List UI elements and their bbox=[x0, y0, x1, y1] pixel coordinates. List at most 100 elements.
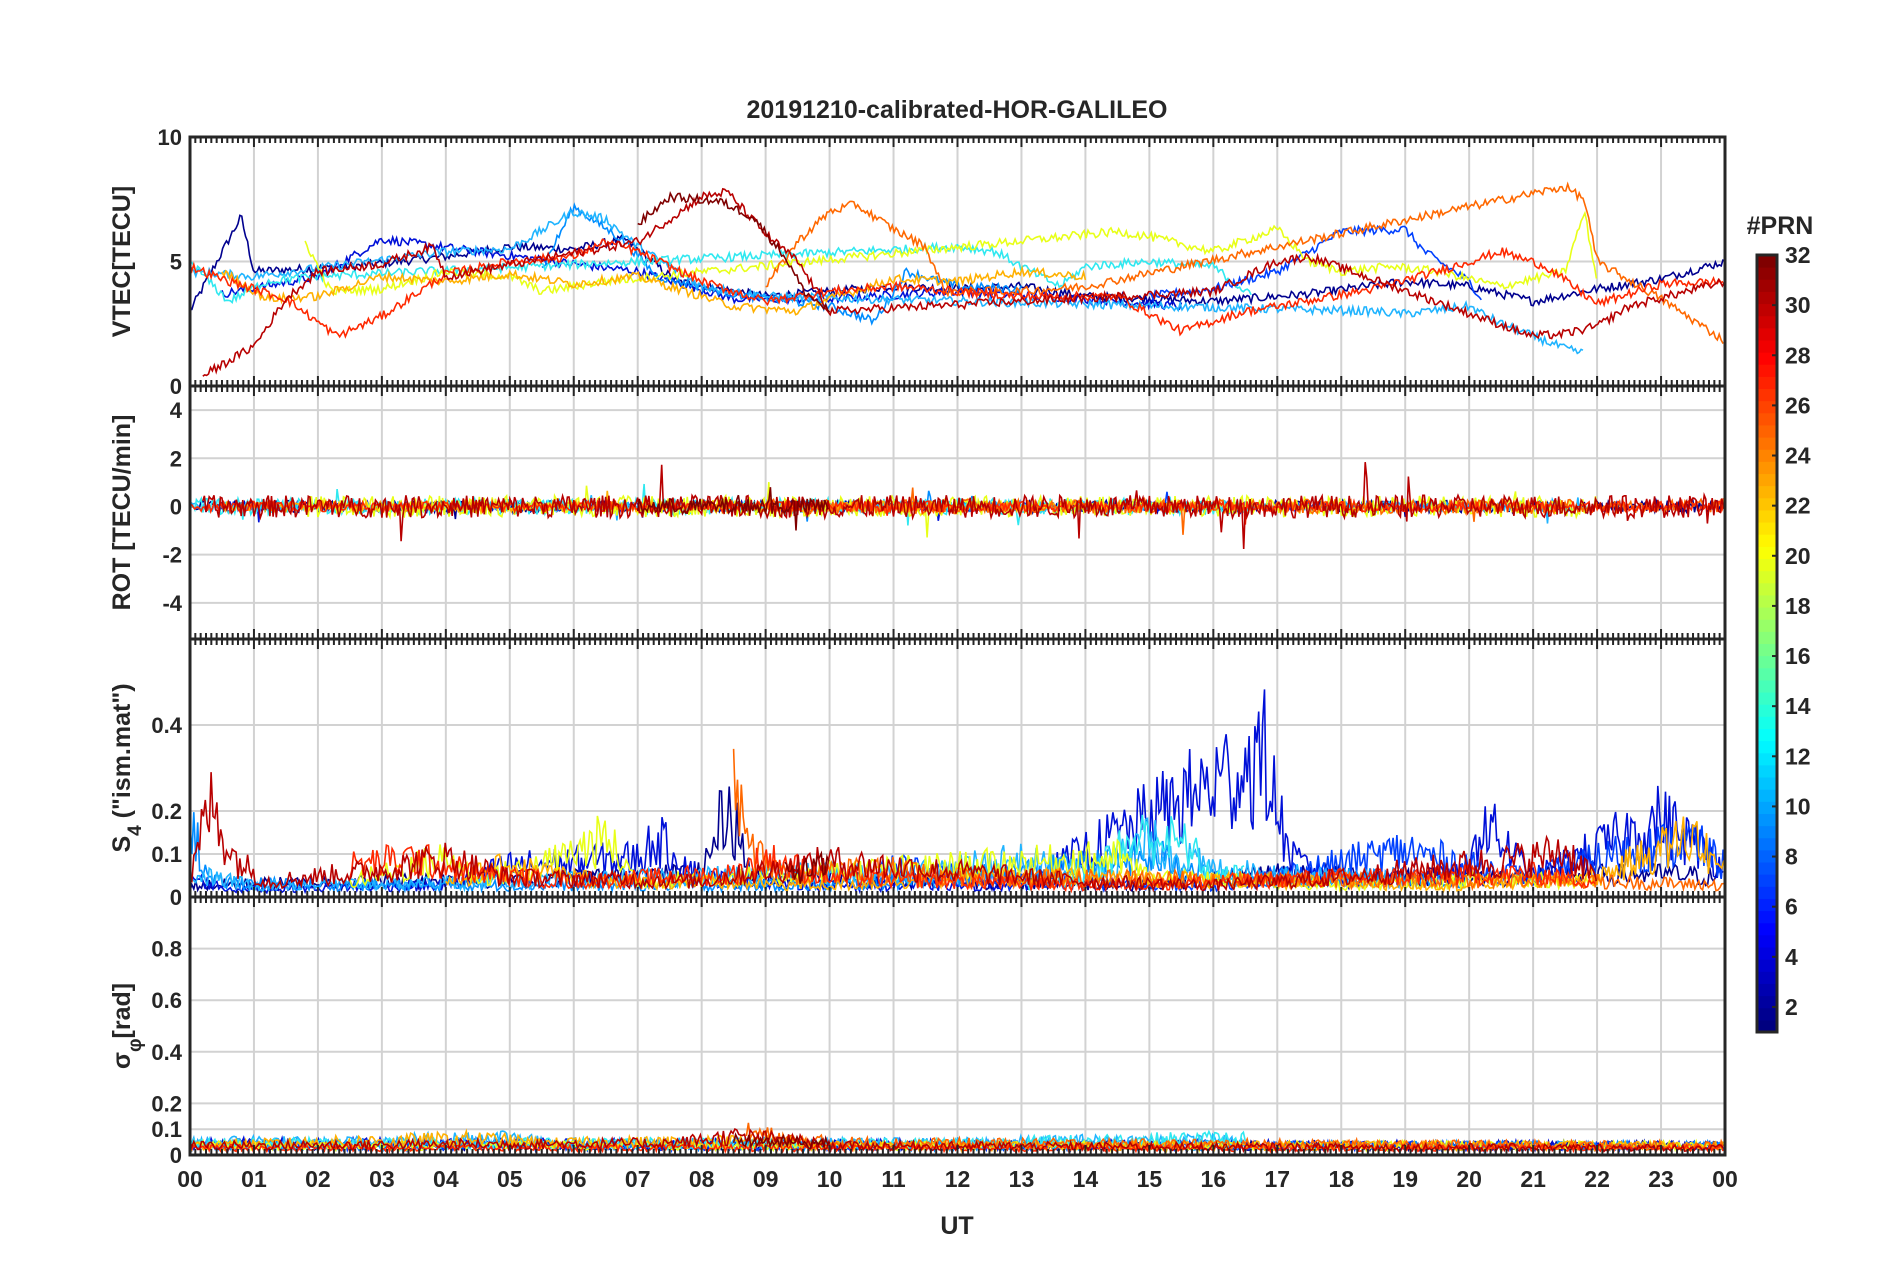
colorbar-band bbox=[1757, 424, 1777, 438]
colorbar-band bbox=[1757, 898, 1777, 912]
y-label-main: σ bbox=[108, 1052, 136, 1069]
y-tick-label: 0.4 bbox=[151, 1040, 182, 1065]
colorbar-band bbox=[1757, 485, 1777, 499]
x-tick-label: 14 bbox=[1073, 1166, 1099, 1192]
colorbar-band bbox=[1757, 825, 1777, 839]
colorbar-band bbox=[1757, 412, 1777, 426]
x-tick-label: 17 bbox=[1264, 1166, 1290, 1192]
x-tick-label: 06 bbox=[561, 1166, 587, 1192]
y-tick-label: 0 bbox=[170, 494, 182, 519]
series-group-rot bbox=[190, 462, 1725, 550]
colorbar-band bbox=[1757, 692, 1777, 705]
colorbar-band bbox=[1757, 594, 1777, 608]
colorbar-band bbox=[1757, 934, 1777, 948]
colorbar-band bbox=[1757, 546, 1777, 560]
y-tick-label: 0.1 bbox=[151, 1117, 182, 1142]
colorbar-band bbox=[1757, 339, 1777, 353]
x-tick-label: 22 bbox=[1584, 1166, 1610, 1192]
colorbar-tick-label: 32 bbox=[1785, 242, 1811, 268]
colorbar-band bbox=[1757, 400, 1777, 414]
x-tick-label: 04 bbox=[433, 1166, 459, 1192]
colorbar-tick-label: 2 bbox=[1785, 994, 1798, 1020]
y-tick-label: 0.6 bbox=[151, 988, 182, 1013]
colorbar-tick-label: 30 bbox=[1785, 292, 1811, 318]
x-tick-label: 15 bbox=[1137, 1166, 1163, 1192]
colorbar-band bbox=[1757, 376, 1777, 390]
chart-title: 20191210-calibrated-HOR-GALILEO bbox=[747, 96, 1168, 124]
colorbar-tick-label: 26 bbox=[1785, 392, 1811, 418]
colorbar-band bbox=[1757, 388, 1777, 402]
x-tick-label: 08 bbox=[689, 1166, 715, 1192]
series-prn-25-vtec bbox=[765, 181, 1724, 344]
y-tick-label: 4 bbox=[170, 398, 183, 423]
colorbar-band bbox=[1757, 315, 1777, 329]
y-tick-label: -2 bbox=[162, 543, 182, 568]
colorbar-frame bbox=[1755, 253, 1779, 1034]
colorbar-band bbox=[1757, 303, 1777, 317]
colorbar-band bbox=[1757, 437, 1777, 450]
colorbar-band bbox=[1757, 327, 1777, 341]
colorbar-tick-label: 24 bbox=[1785, 443, 1811, 469]
colorbar-tick-label: 18 bbox=[1785, 593, 1811, 619]
series-prn-32-rot bbox=[636, 487, 829, 531]
y-tick-label: 5 bbox=[170, 250, 182, 275]
colorbar-band bbox=[1757, 813, 1777, 827]
colorbar-band bbox=[1757, 461, 1777, 475]
colorbar-band bbox=[1757, 352, 1777, 365]
y-axis-label-sigma: σφ[rad] bbox=[108, 983, 146, 1069]
y-tick-label: 2 bbox=[170, 446, 182, 471]
series-prn-27-vtec bbox=[190, 238, 1724, 339]
colorbar-band bbox=[1757, 607, 1777, 620]
y-tick-label: 0 bbox=[170, 1143, 182, 1168]
series-group-vtec bbox=[190, 181, 1725, 377]
colorbar-tick-label: 12 bbox=[1785, 743, 1811, 769]
colorbar-tick-label: 10 bbox=[1785, 793, 1811, 819]
y-tick-label: 0.4 bbox=[151, 713, 182, 738]
colorbar-band bbox=[1757, 874, 1777, 887]
y-tick-label: 0 bbox=[170, 374, 182, 399]
colorbar-band bbox=[1757, 862, 1777, 875]
series-prn-5-vtec bbox=[1149, 224, 1482, 303]
colorbar-band bbox=[1757, 716, 1777, 729]
colorbar-band bbox=[1757, 534, 1777, 547]
colorbar-band bbox=[1757, 1007, 1777, 1021]
panel-rot: -4 -2 0 2 4 ROT [TECU/min] bbox=[108, 384, 1727, 641]
panel-sigma: 00.10.20.40.60.8σφ[rad]00 01 02 03 04 05 06 07 0… bbox=[108, 895, 1738, 1192]
colorbar-band bbox=[1757, 667, 1777, 681]
colorbar-band bbox=[1757, 752, 1777, 766]
colorbar-band bbox=[1757, 255, 1777, 268]
x-tick-label: 13 bbox=[1009, 1166, 1035, 1192]
colorbar-band bbox=[1757, 643, 1777, 657]
x-tick-label: 07 bbox=[625, 1166, 651, 1192]
x-tick-label: 03 bbox=[369, 1166, 395, 1192]
x-tick-label: 10 bbox=[817, 1166, 843, 1192]
y-tick-label: 0.1 bbox=[151, 842, 182, 867]
colorbar-band bbox=[1757, 291, 1777, 305]
series-prn-9-s4 bbox=[190, 812, 1469, 894]
colorbar-band bbox=[1757, 728, 1777, 742]
series-prn-32-vtec bbox=[637, 190, 831, 313]
colorbar-band bbox=[1757, 582, 1777, 596]
series-prn-32-s4 bbox=[784, 850, 830, 884]
series-prn-27-s4 bbox=[349, 843, 1596, 894]
series-prn-30-vtec bbox=[202, 187, 1725, 377]
colorbar-band bbox=[1757, 971, 1777, 984]
y-axis-label-s4: S4 ("ism.mat") bbox=[108, 683, 146, 852]
x-tick-label: 16 bbox=[1201, 1166, 1227, 1192]
colorbar-band bbox=[1757, 473, 1777, 487]
x-tick-label: 09 bbox=[753, 1166, 779, 1192]
colorbar-band bbox=[1757, 910, 1777, 924]
colorbar-band bbox=[1757, 631, 1777, 644]
colorbar-band bbox=[1757, 619, 1777, 632]
colorbar-band bbox=[1757, 837, 1777, 851]
y-tick-label: -4 bbox=[162, 591, 182, 616]
x-tick-label: 19 bbox=[1392, 1166, 1418, 1192]
x-tick-label: 21 bbox=[1520, 1166, 1546, 1192]
colorbar-band bbox=[1757, 959, 1777, 972]
colorbar-band bbox=[1757, 558, 1777, 572]
y-label-rest: [rad] bbox=[108, 983, 136, 1039]
x-tick-label: 02 bbox=[305, 1166, 331, 1192]
y-label-sub: 4 bbox=[125, 825, 146, 836]
